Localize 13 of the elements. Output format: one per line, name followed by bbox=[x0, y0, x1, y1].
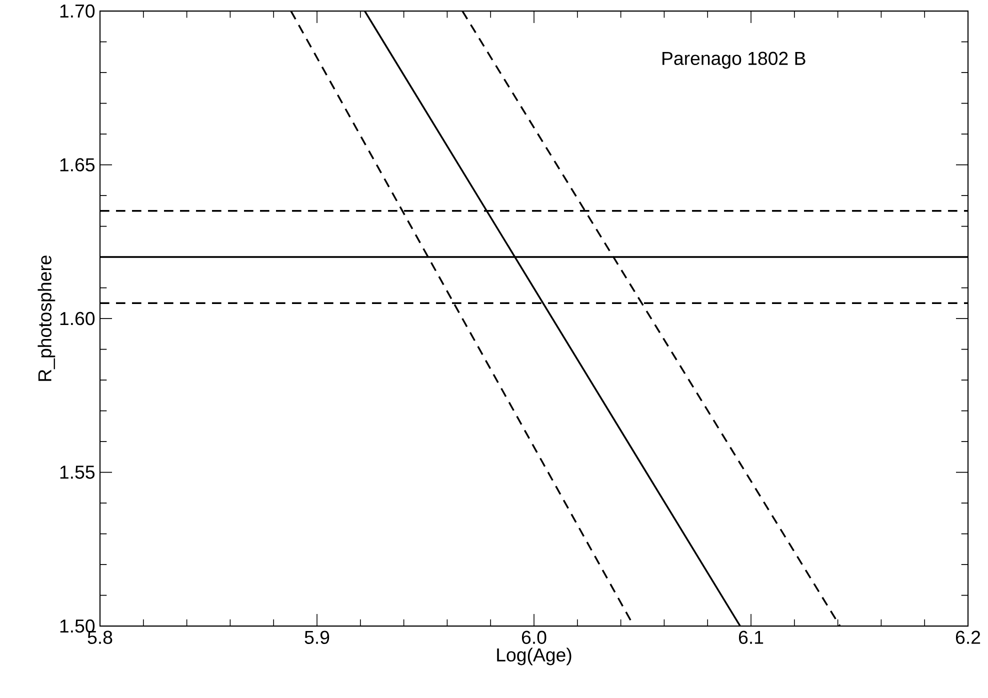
y-axis-title: R_photosphere bbox=[38, 256, 56, 381]
y-tick-label: 1.70 bbox=[60, 4, 95, 18]
x-tick-label: 5.8 bbox=[88, 630, 112, 644]
y-tick-label: 1.60 bbox=[60, 312, 95, 326]
annotation: Parenago 1802 B bbox=[662, 52, 806, 69]
x-tick-label: 5.9 bbox=[304, 630, 330, 644]
x-tick-label: 6.0 bbox=[522, 630, 546, 644]
y-tick-label: 1.55 bbox=[60, 466, 95, 479]
x-tick-label: 6.2 bbox=[956, 630, 980, 644]
x-axis-title: Log(Age) bbox=[497, 648, 572, 666]
y-tick-label: 1.65 bbox=[60, 158, 95, 172]
y-tick-label: 1.50 bbox=[60, 619, 95, 633]
x-tick-label: 6.1 bbox=[738, 630, 764, 644]
